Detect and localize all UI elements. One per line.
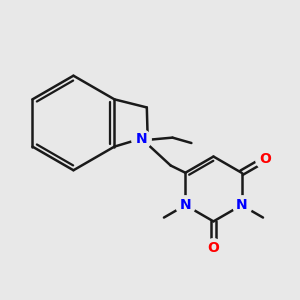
- Text: O: O: [259, 152, 271, 166]
- Text: N: N: [236, 198, 248, 212]
- Text: N: N: [180, 198, 191, 212]
- Text: N: N: [136, 131, 147, 146]
- Text: O: O: [208, 242, 219, 255]
